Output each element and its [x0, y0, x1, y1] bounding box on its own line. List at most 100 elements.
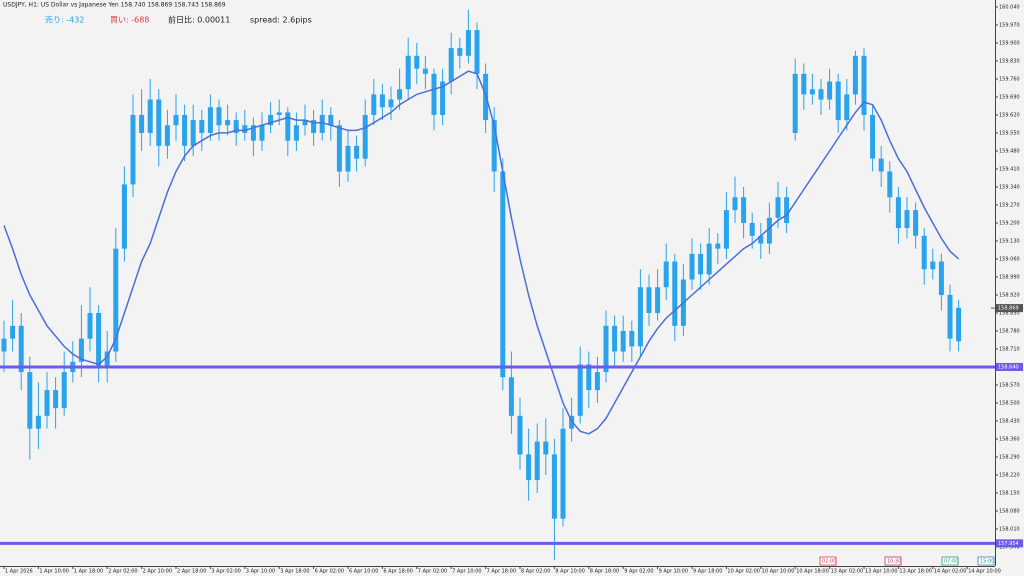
- y-tick-label: 158.570: [999, 382, 1020, 388]
- candle-body: [921, 235, 927, 270]
- x-tick-label: 14 Apr 10:00: [968, 569, 1001, 575]
- candle-body: [293, 125, 299, 141]
- candle-body: [517, 415, 523, 455]
- candle-body: [465, 30, 471, 56]
- candle-body: [560, 428, 566, 519]
- x-tick-label: 9 Apr 18:00: [693, 569, 722, 575]
- y-tick-label: 159.410: [999, 166, 1020, 172]
- candle-body: [861, 55, 867, 115]
- candle-body: [749, 222, 755, 236]
- x-tick-label: 2 Apr 02:00: [108, 569, 137, 575]
- y-tick-label: 159.200: [999, 220, 1020, 226]
- x-tick-label: 6 Apr 02:00: [315, 569, 344, 575]
- candle-body: [827, 81, 833, 100]
- y-tick-label: 159.620: [999, 112, 1020, 118]
- x-tick-label: 3 Apr 10:00: [246, 569, 275, 575]
- candle-body: [569, 415, 575, 429]
- candle-body: [440, 81, 446, 115]
- candle-body: [431, 73, 437, 115]
- candle-body: [723, 210, 729, 249]
- candle-body: [27, 372, 33, 429]
- candle-body: [328, 114, 334, 126]
- candle-body: [259, 125, 265, 141]
- candle-body: [233, 120, 239, 133]
- candle-body: [904, 210, 910, 229]
- candle-body: [35, 415, 41, 429]
- x-tick-label: 2 Apr 18:00: [177, 569, 206, 575]
- y-tick-label: 160.040: [999, 4, 1020, 10]
- x-tick-label: 1 Apr 18:00: [74, 569, 103, 575]
- candle-body: [637, 287, 643, 347]
- y-tick-label: 158.080: [999, 508, 1020, 514]
- x-tick-label: 13 Apr 10:00: [865, 569, 898, 575]
- candle-body: [147, 99, 153, 133]
- price-tag-label: 157.954: [998, 541, 1019, 547]
- x-tick-label: 9 Apr 02:00: [624, 569, 653, 575]
- candle-body: [190, 120, 196, 146]
- candle-body: [913, 210, 919, 236]
- y-tick-label: 159.760: [999, 76, 1020, 82]
- candle-body: [594, 372, 600, 391]
- candle-body: [766, 217, 772, 244]
- candle-body: [173, 114, 179, 126]
- candle-body: [526, 454, 532, 481]
- candle-body: [448, 48, 454, 82]
- time-tag: [941, 556, 959, 566]
- y-tick-label: 158.010: [999, 526, 1020, 532]
- candle-body: [121, 184, 127, 249]
- candle-body: [405, 55, 411, 90]
- candle-body: [792, 73, 798, 133]
- candle-body: [78, 338, 84, 362]
- candle-body: [285, 112, 291, 141]
- time-tag-label: 15:00: [980, 559, 994, 565]
- y-tick-label: 159.130: [999, 238, 1020, 244]
- x-tick-label: 10 Apr 18:00: [796, 569, 829, 575]
- candle-body: [164, 125, 170, 146]
- y-tick-label: 159.690: [999, 94, 1020, 100]
- candle-body: [225, 120, 231, 126]
- time-tag-label: 02:00: [822, 559, 836, 565]
- candle-body: [457, 48, 463, 56]
- y-tick-label: 159.060: [999, 256, 1020, 262]
- candle-body: [379, 94, 385, 108]
- candle-body: [87, 312, 93, 339]
- y-tick-label: 158.220: [999, 472, 1020, 478]
- symbol-info: USDJPY, H1: US Dollar vs Japanese Yen 15…: [3, 2, 226, 9]
- candle-body: [698, 253, 704, 275]
- candle-body: [603, 325, 609, 373]
- candle-body: [104, 351, 110, 367]
- candle-body: [878, 158, 884, 172]
- candle-body: [182, 114, 188, 146]
- x-tick-label: 9 Apr 10:00: [659, 569, 688, 575]
- candle-body: [956, 307, 962, 342]
- x-tick-label: 13 Apr 18:00: [899, 569, 932, 575]
- x-tick-label: 1 Apr 2026: [5, 569, 33, 575]
- candle-body: [947, 294, 953, 339]
- x-tick-label: 8 Apr 10:00: [555, 569, 584, 575]
- candle-body: [784, 197, 790, 223]
- y-tick-label: 158.780: [999, 328, 1020, 334]
- candle-body: [242, 125, 248, 133]
- candle-body: [199, 120, 205, 133]
- candle-body: [96, 312, 102, 367]
- candle-body: [758, 235, 764, 244]
- candle-body: [629, 330, 635, 347]
- candle-body: [139, 114, 145, 133]
- candle-body: [44, 390, 50, 416]
- candle-body: [577, 364, 583, 416]
- y-tick-label: 159.550: [999, 130, 1020, 136]
- x-tick-label: 7 Apr 10:00: [452, 569, 481, 575]
- x-tick-label: 6 Apr 18:00: [383, 569, 412, 575]
- moving-average: [3, 70, 960, 435]
- time-tag-label: 07:00: [944, 559, 958, 565]
- time-tag: [977, 556, 995, 566]
- buy-info: 買い: -688: [110, 16, 149, 25]
- candle-body: [18, 325, 24, 373]
- candle-body: [895, 197, 901, 229]
- candle-body: [543, 441, 549, 455]
- candle-body: [689, 253, 695, 280]
- x-tick-label: 6 Apr 10:00: [349, 569, 378, 575]
